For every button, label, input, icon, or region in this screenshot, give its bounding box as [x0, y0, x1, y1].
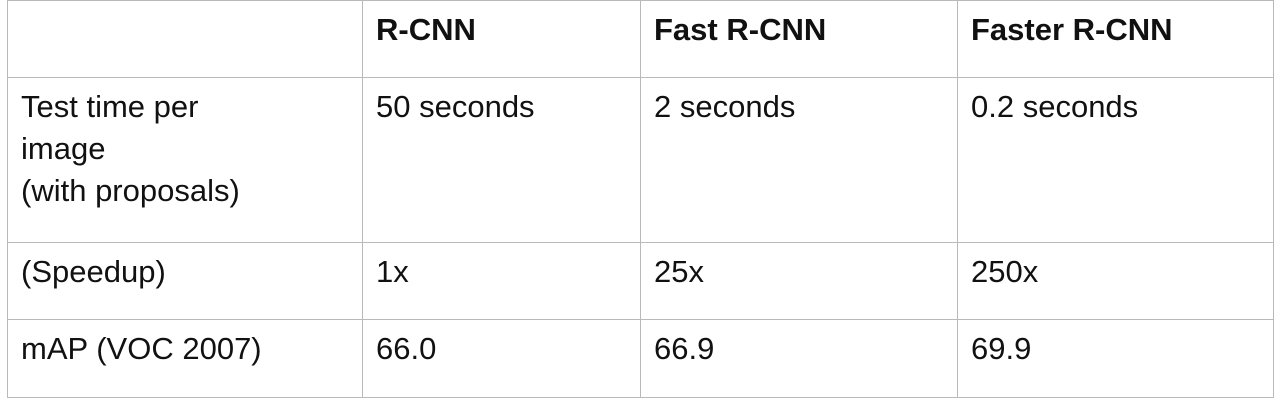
cell-r-cnn-map: 66.0	[362, 319, 641, 398]
header-fast-r-cnn: Fast R-CNN	[640, 0, 958, 78]
row-label-test-time: Test time per image (with proposals)	[7, 77, 363, 243]
row-label-map: mAP (VOC 2007)	[7, 319, 363, 398]
cell-r-cnn-test-time: 50 seconds	[362, 77, 641, 243]
cell-fast-r-cnn-speedup: 25x	[640, 242, 958, 320]
cell-r-cnn-speedup: 1x	[362, 242, 641, 320]
header-row: R-CNN Fast R-CNN Faster R-CNN	[7, 0, 1274, 78]
header-faster-r-cnn: Faster R-CNN	[957, 0, 1274, 78]
cell-faster-r-cnn-speedup: 250x	[957, 242, 1274, 320]
cell-faster-r-cnn-test-time: 0.2 seconds	[957, 77, 1274, 243]
comparison-table: R-CNN Fast R-CNN Faster R-CNN Test time …	[7, 0, 1274, 398]
table-row: mAP (VOC 2007) 66.0 66.9 69.9	[7, 319, 1274, 398]
cell-fast-r-cnn-test-time: 2 seconds	[640, 77, 958, 243]
header-r-cnn: R-CNN	[362, 0, 641, 78]
table-row: (Speedup) 1x 25x 250x	[7, 242, 1274, 320]
cell-fast-r-cnn-map: 66.9	[640, 319, 958, 398]
header-corner-cell	[7, 0, 363, 78]
cell-faster-r-cnn-map: 69.9	[957, 319, 1274, 398]
row-label-speedup: (Speedup)	[7, 242, 363, 320]
table-row: Test time per image (with proposals) 50 …	[7, 77, 1274, 243]
